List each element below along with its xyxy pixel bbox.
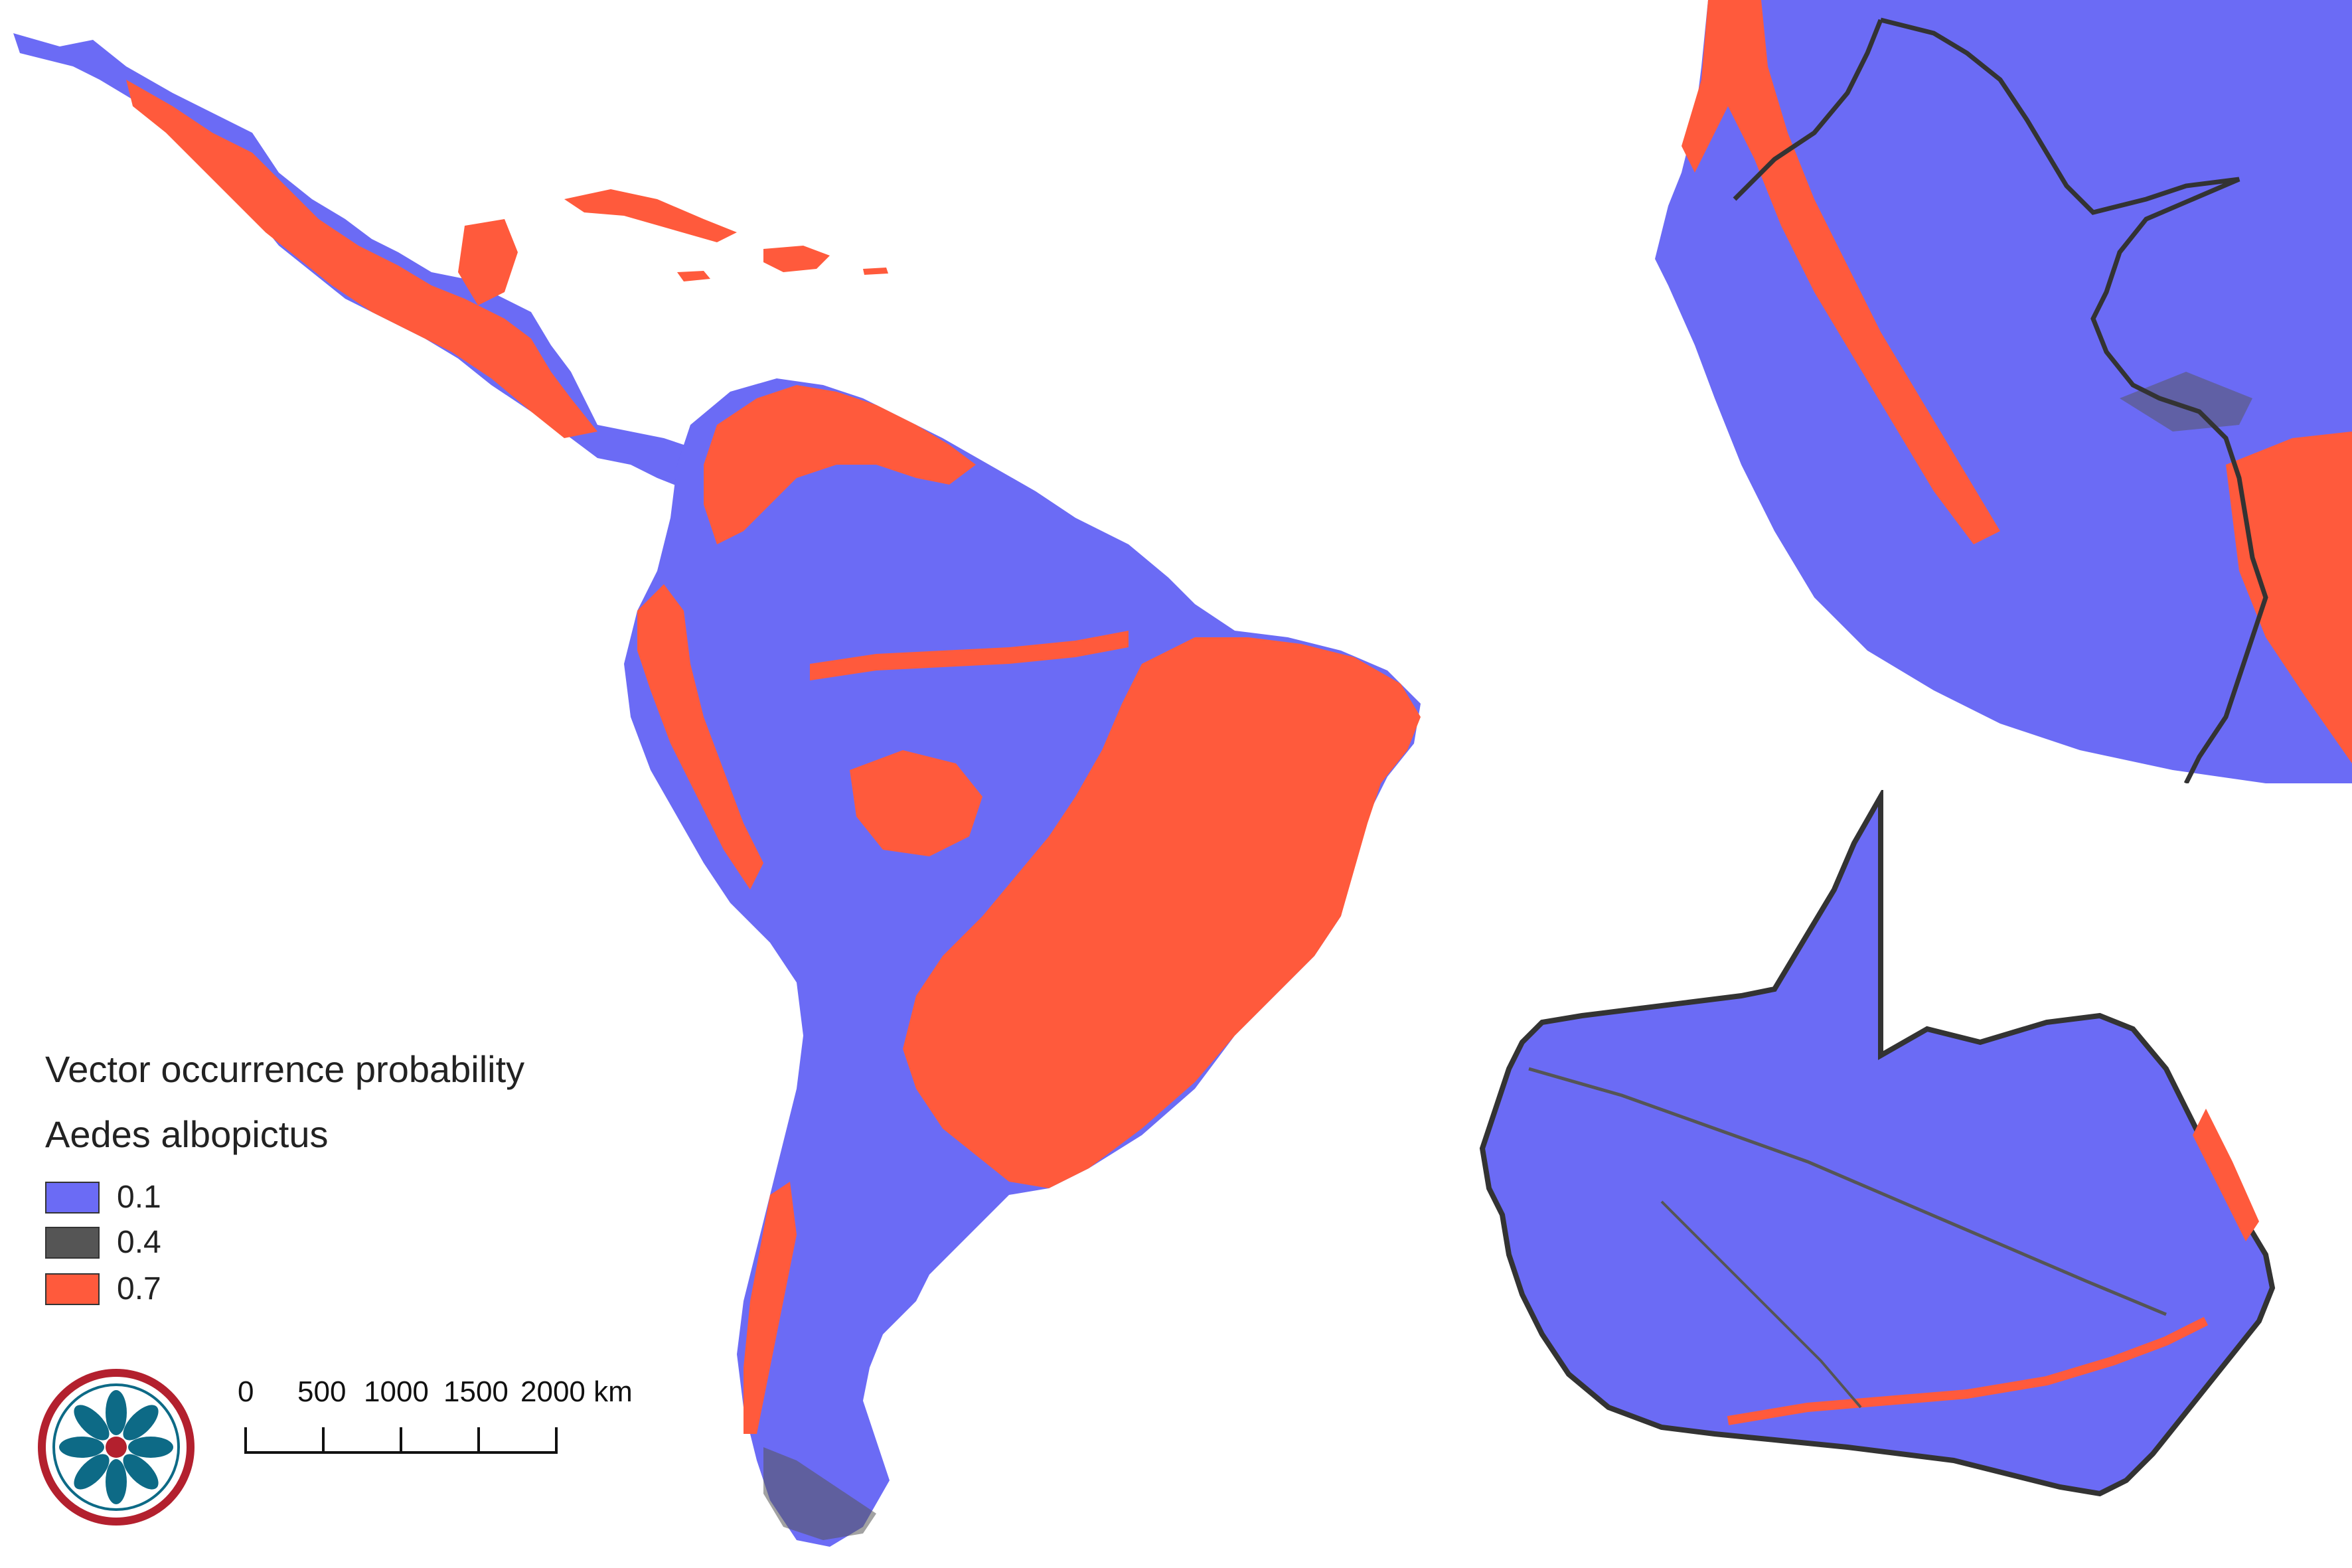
- legend-label-low: 0.1: [117, 1180, 161, 1215]
- inset-amazonas-land: [1479, 790, 2276, 1497]
- puerto-rico: [863, 268, 888, 275]
- inset-peru-land: [1655, 0, 2352, 783]
- inset-amazonas-river: [1528, 1067, 2167, 1316]
- legend-species: Aedes albopictus: [45, 1113, 329, 1155]
- mexico-high-probability: [126, 80, 597, 438]
- hispaniola: [763, 246, 830, 272]
- logo-emblem: [38, 1369, 195, 1526]
- legend-swatch-high: [45, 1273, 100, 1305]
- scale-label-1000: 1000: [364, 1375, 429, 1408]
- inset-amazonas-river-high: [1727, 1316, 2209, 1425]
- inset-amazonas-east-high: [2193, 1109, 2259, 1241]
- andes-high: [637, 584, 763, 890]
- cuba: [564, 189, 737, 242]
- venezuela-colombia-high: [704, 385, 976, 544]
- brazil-high-probability: [903, 637, 1421, 1188]
- patagonia-dark: [763, 1447, 876, 1540]
- bolivia-high: [850, 750, 982, 856]
- main-map: [13, 33, 1421, 1547]
- inset-peru-boundary: [1880, 17, 2268, 783]
- inset-peru-east-high: [2226, 431, 2352, 763]
- legend-label-mid: 0.4: [117, 1225, 161, 1260]
- chile-coast-high: [744, 1182, 797, 1434]
- legend-title: Vector occurrence probability: [45, 1048, 525, 1090]
- scale-label-0: 0: [238, 1375, 254, 1408]
- inset-peru-andes-high: [1682, 0, 2000, 544]
- inset-peru-dark-east: [2120, 372, 2252, 431]
- inset-peru-map: [1655, 0, 2352, 783]
- scale-label-1500: 1500: [443, 1375, 509, 1408]
- scale-label-2000: 2000 km: [520, 1375, 633, 1408]
- jamaica: [677, 271, 710, 281]
- legend-swatch-low: [45, 1182, 100, 1214]
- inset-peru-boundary-west: [1733, 19, 1883, 201]
- amazon-river-corridor: [810, 631, 1129, 680]
- yucatan: [458, 219, 518, 305]
- scale-label-500: 500: [297, 1375, 347, 1408]
- inset-amazonas-map: [1479, 790, 2276, 1497]
- scale-bar: [244, 1427, 558, 1454]
- inset-amazonas-river-2: [1660, 1200, 1862, 1409]
- legend-label-high: 0.7: [117, 1271, 161, 1306]
- legend-swatch-mid: [45, 1227, 100, 1259]
